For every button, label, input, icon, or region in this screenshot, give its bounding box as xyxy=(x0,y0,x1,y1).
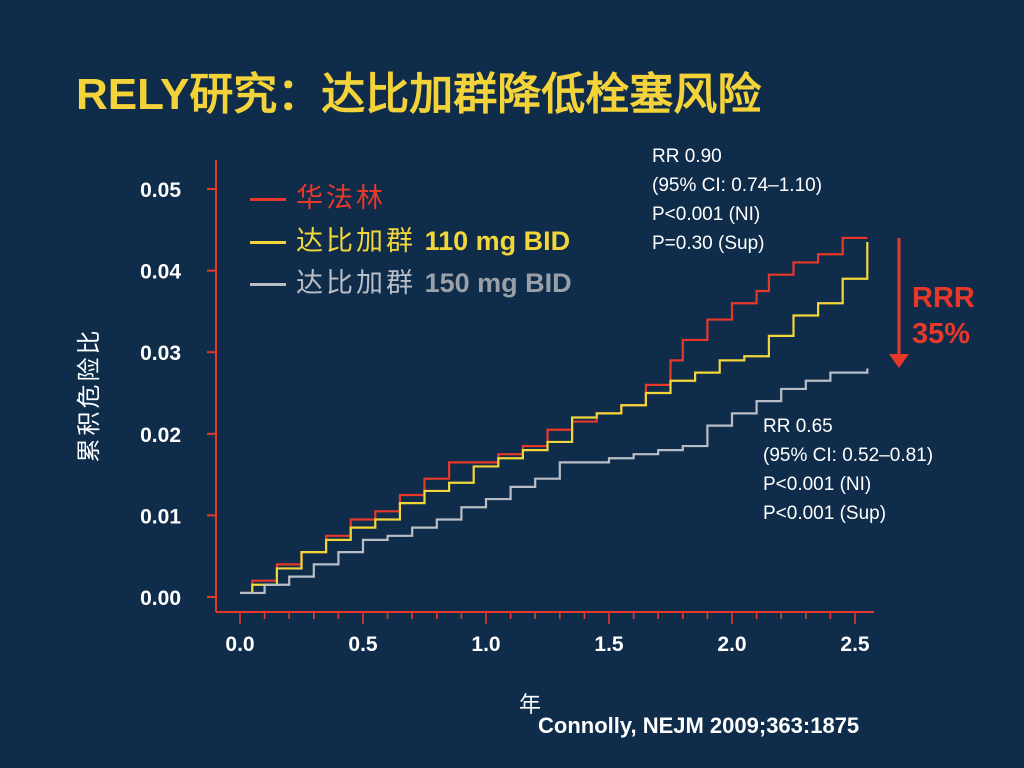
x-axis-label: 年 xyxy=(519,692,541,717)
y-axis-label: 累积危险比 xyxy=(75,328,103,463)
rrr-arrow-head xyxy=(889,354,909,368)
x-tick-label: 0.0 xyxy=(225,633,254,656)
annotation-150-line-4: P<0.001 (Sup) xyxy=(763,503,887,524)
annotation-150-line-2: (95% CI: 0.52–0.81) xyxy=(763,445,934,466)
legend-item-warfarin: 华法林 xyxy=(250,178,572,220)
legend-item-dabi-110: 达比加群 110 mg BID xyxy=(250,220,572,262)
annotation-150-line-1: RR 0.65 xyxy=(763,416,833,437)
legend-dose-dabi-150: 150 mg BID xyxy=(424,268,572,298)
annotation-150-line-3: P<0.001 (NI) xyxy=(763,474,872,495)
legend-name-warfarin: 华法林 xyxy=(296,183,386,214)
chart-lines xyxy=(240,236,869,595)
page-title: RELY研究：达比加群降低栓塞风险 xyxy=(76,69,762,120)
annotation-rr-110: RR 0.90 (95% CI: 0.74–1.10) P<0.001 (NI)… xyxy=(652,142,822,258)
y-tick-label: 0.00 xyxy=(140,587,181,610)
chart-axes: 0.00 0.01 0.02 0.03 0.04 0.05 0.0 0.5 1.0 1.5 2.0 2… xyxy=(140,160,874,656)
x-tick-label: 0.5 xyxy=(348,633,378,656)
series-dabi-150-line xyxy=(240,368,869,595)
legend-swatch-dabi-110 xyxy=(250,241,286,244)
y-tick-label: 0.02 xyxy=(140,424,181,447)
legend-dose-dabi-110: 110 mg BID xyxy=(424,226,571,256)
rrr-arrow xyxy=(889,238,909,368)
y-tick-label: 0.04 xyxy=(140,261,181,284)
y-tick-label: 0.05 xyxy=(140,179,181,202)
annotation-110-line-3: P<0.001 (NI) xyxy=(652,204,761,225)
series-dabi-110-line xyxy=(240,242,869,595)
rrr-label-line-1: RRR xyxy=(912,282,975,314)
x-tick-label: 1.0 xyxy=(471,633,500,656)
rrr-label-line-2: 35% xyxy=(912,318,971,350)
legend-swatch-dabi-150 xyxy=(250,283,286,286)
legend-name-dabi-150: 达比加群 xyxy=(296,268,416,299)
annotation-110-line-4: P=0.30 (Sup) xyxy=(652,233,765,254)
legend-item-dabi-150: 达比加群 150 mg BID xyxy=(250,262,572,304)
y-tick-label: 0.03 xyxy=(140,342,181,365)
legend-name-dabi-110: 达比加群 xyxy=(296,226,416,257)
legend-swatch-warfarin xyxy=(250,198,286,201)
annotation-rr-150: RR 0.65 (95% CI: 0.52–0.81) P<0.001 (NI)… xyxy=(763,412,933,528)
y-tick-label: 0.01 xyxy=(140,505,181,528)
x-tick-label: 2.5 xyxy=(840,633,870,656)
rrr-label: RRR 35% xyxy=(912,280,975,352)
x-tick-label: 2.0 xyxy=(717,633,746,656)
chart-legend: 华法林 达比加群 110 mg BID 达比加群 150 mg BID xyxy=(250,178,572,304)
x-tick-label: 1.5 xyxy=(594,633,624,656)
annotation-110-line-1: RR 0.90 xyxy=(652,146,722,167)
annotation-110-line-2: (95% CI: 0.74–1.10) xyxy=(652,175,823,196)
citation: Connolly, NEJM 2009;363:1875 xyxy=(538,713,860,738)
